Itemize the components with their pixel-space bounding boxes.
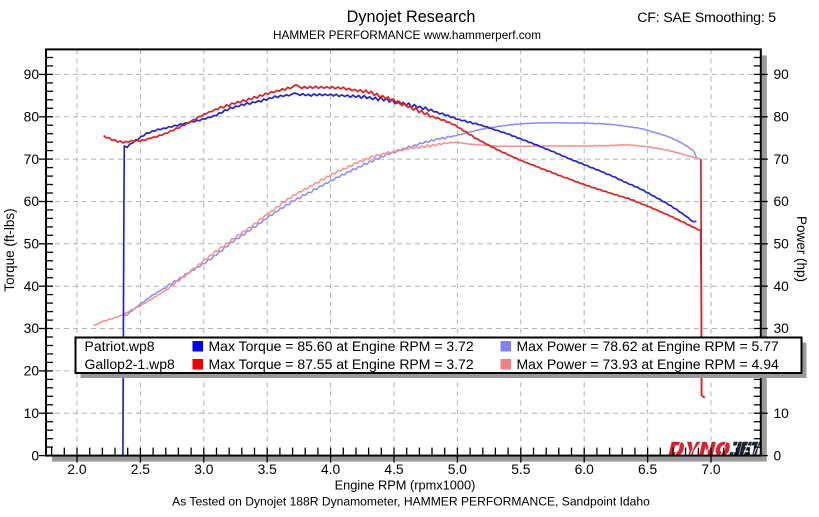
svg-text:6.5: 6.5 — [638, 462, 658, 477]
svg-text:80: 80 — [24, 110, 40, 125]
svg-text:5.0: 5.0 — [448, 462, 468, 477]
svg-text:CF: SAE Smoothing: 5: CF: SAE Smoothing: 5 — [637, 10, 776, 26]
svg-text:Max Power = 73.93 at Engine RP: Max Power = 73.93 at Engine RPM = 4.94 — [517, 356, 779, 372]
svg-text:90: 90 — [24, 67, 40, 82]
svg-text:30: 30 — [774, 321, 790, 336]
svg-text:7.0: 7.0 — [701, 462, 721, 477]
svg-text:Patriot.wp8: Patriot.wp8 — [85, 338, 155, 354]
svg-text:40: 40 — [774, 279, 790, 294]
svg-text:40: 40 — [24, 279, 40, 294]
svg-text:HAMMER PERFORMANCE www.hammerp: HAMMER PERFORMANCE www.hammerperf.com — [273, 28, 541, 42]
svg-text:4.5: 4.5 — [384, 462, 404, 477]
svg-text:5.5: 5.5 — [511, 462, 531, 477]
svg-text:0: 0 — [774, 448, 782, 463]
svg-text:2.0: 2.0 — [67, 462, 87, 477]
svg-text:Max Torque = 85.60 at Engine R: Max Torque = 85.60 at Engine RPM = 3.72 — [209, 338, 474, 354]
svg-text:10: 10 — [774, 406, 790, 421]
svg-text:30: 30 — [24, 321, 40, 336]
svg-text:60: 60 — [24, 194, 40, 209]
svg-text:60: 60 — [774, 194, 790, 209]
svg-text:Gallop2-1.wp8: Gallop2-1.wp8 — [85, 356, 175, 372]
svg-text:20: 20 — [24, 364, 40, 379]
svg-text:Max Torque = 87.55 at Engine R: Max Torque = 87.55 at Engine RPM = 3.72 — [209, 356, 474, 372]
svg-text:3.0: 3.0 — [194, 462, 214, 477]
svg-text:Dynojet Research: Dynojet Research — [347, 8, 476, 26]
svg-text:90: 90 — [774, 67, 790, 82]
svg-text:Engine RPM (rpmx1000): Engine RPM (rpmx1000) — [335, 478, 476, 493]
svg-text:Power (hp): Power (hp) — [794, 216, 809, 282]
svg-text:10: 10 — [24, 406, 40, 421]
svg-text:50: 50 — [24, 237, 40, 252]
svg-text:70: 70 — [24, 152, 40, 167]
svg-text:0: 0 — [31, 448, 39, 463]
svg-text:80: 80 — [774, 110, 790, 125]
svg-text:Max Power = 78.62 at Engine RP: Max Power = 78.62 at Engine RPM = 5.77 — [517, 338, 779, 354]
svg-text:Torque (ft-lbs): Torque (ft-lbs) — [2, 208, 17, 291]
svg-text:As Tested on Dynojet 188R Dyna: As Tested on Dynojet 188R Dynamometer, H… — [172, 495, 650, 509]
svg-text:70: 70 — [774, 152, 790, 167]
svg-text:6.0: 6.0 — [575, 462, 595, 477]
svg-text:3.5: 3.5 — [258, 462, 278, 477]
svg-text:2.5: 2.5 — [131, 462, 151, 477]
svg-text:50: 50 — [774, 237, 790, 252]
svg-text:4.0: 4.0 — [321, 462, 341, 477]
